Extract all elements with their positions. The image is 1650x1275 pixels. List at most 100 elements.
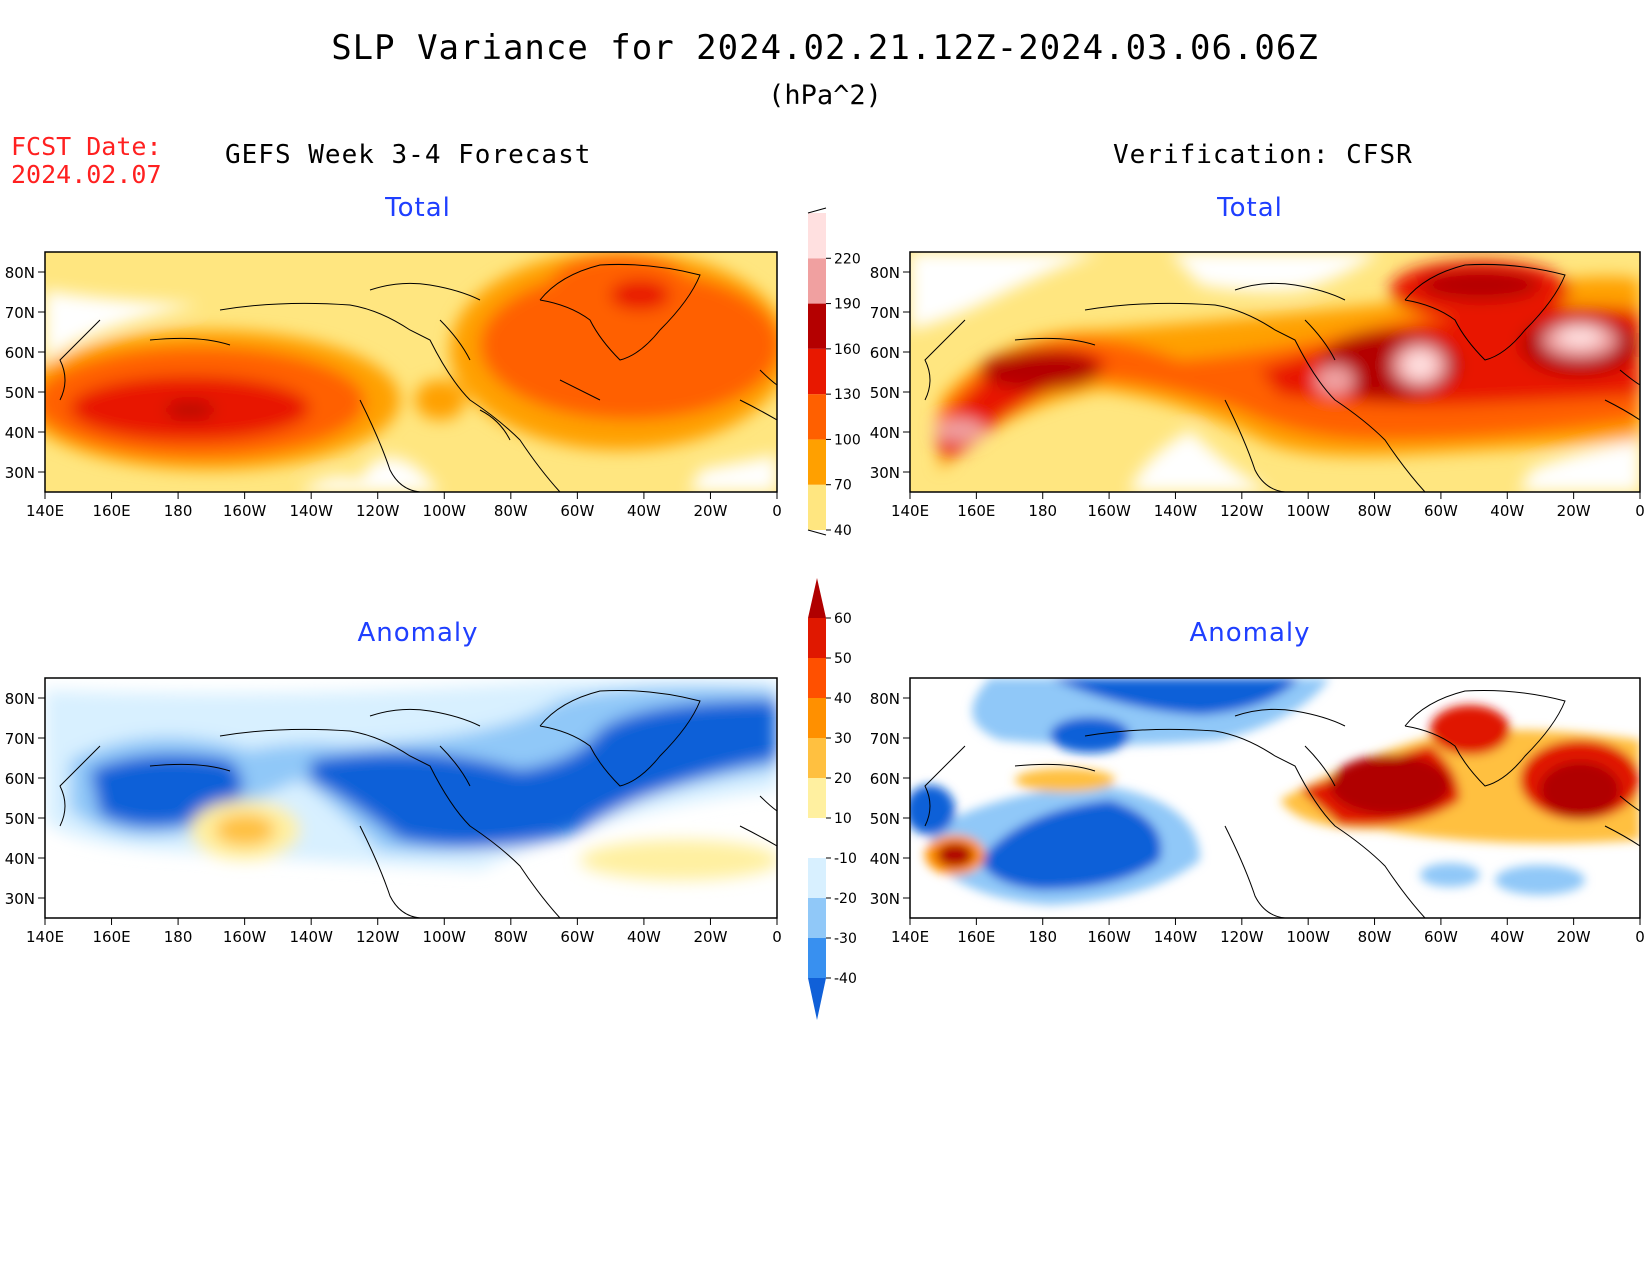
verification-total-subtitle: Total: [1217, 193, 1283, 223]
anomaly-colorbar-tick: -10: [834, 851, 857, 867]
lon-label: 40W: [1490, 928, 1524, 946]
lat-label: 30N: [870, 464, 900, 482]
lat-label: 40N: [5, 424, 35, 442]
lat-label: 30N: [870, 890, 900, 908]
lon-label: 140E: [26, 928, 64, 946]
total-colorbar: 40 70 100 130 160 190 220: [807, 207, 861, 539]
lon-label: 20W: [1557, 928, 1591, 946]
map-axes-2: 80N 70N 60N 50N 40N 30N 140E 160E 180 160W 140W 120…: [870, 264, 1645, 520]
anomaly-colorbar-swatch: [808, 818, 826, 858]
forecast-anomaly-subtitle: Anomaly: [357, 618, 479, 648]
lat-label: 50N: [870, 384, 900, 402]
lon-label: 160W: [1087, 502, 1131, 520]
lon-label: 20W: [693, 928, 727, 946]
lat-label: 70N: [5, 730, 35, 748]
lon-label: 140W: [1154, 928, 1198, 946]
anomaly-colorbar-swatch: [808, 898, 826, 938]
lat-label: 40N: [5, 850, 35, 868]
lon-label: 160E: [92, 502, 130, 520]
verification-anomaly-frame: [909, 677, 1641, 919]
lon-label: 100W: [1286, 502, 1330, 520]
lat-label: 70N: [870, 730, 900, 748]
total-colorbar-tick: 70: [834, 478, 852, 494]
lon-label: 40W: [627, 928, 661, 946]
lon-label: 40W: [1490, 502, 1524, 520]
anomaly-colorbar-swatch: [808, 858, 826, 898]
total-colorbar-tick: 40: [834, 523, 852, 539]
lon-label: 140E: [891, 928, 929, 946]
anomaly-colorbar: -40 -30 -20 -10 10 20 30 40 50 60: [808, 578, 857, 1020]
verification-total-frame: [909, 251, 1641, 493]
anomaly-colorbar-top-arrow: [808, 578, 826, 618]
lon-label: 160W: [1087, 928, 1131, 946]
anomaly-colorbar-tick: 10: [834, 811, 852, 827]
lon-label: 160E: [957, 928, 995, 946]
lon-label: 160E: [92, 928, 130, 946]
lat-label: 50N: [5, 384, 35, 402]
anomaly-colorbar-tick: -20: [834, 891, 857, 907]
verification-anomaly-map: [909, 677, 1641, 919]
lon-label: 60W: [1424, 928, 1458, 946]
lat-label: 70N: [870, 304, 900, 322]
fcst-date-label: FCST Date:: [11, 132, 162, 161]
lon-label: 160E: [957, 502, 995, 520]
forecast-anomaly-frame: [44, 677, 778, 919]
forecast-total-frame: [44, 251, 778, 493]
total-colorbar-swatch: [808, 484, 826, 530]
total-colorbar-swatch: [808, 258, 826, 304]
anomaly-colorbar-tick: -40: [834, 971, 857, 987]
total-colorbar-swatch: [808, 348, 826, 395]
total-colorbar-swatch: [808, 439, 826, 485]
anomaly-colorbar-swatch: [808, 618, 826, 658]
forecast-column-title: GEFS Week 3-4 Forecast: [225, 140, 592, 170]
lat-label: 80N: [870, 690, 900, 708]
total-colorbar-swatch: [808, 303, 826, 349]
lon-label: 140W: [289, 928, 333, 946]
lon-label: 140E: [26, 502, 64, 520]
anomaly-colorbar-swatch: [808, 658, 826, 698]
lon-label: 80W: [1358, 928, 1392, 946]
lat-label: 70N: [5, 304, 35, 322]
forecast-total-subtitle: Total: [385, 193, 451, 223]
forecast-anomaly-map: [44, 677, 778, 919]
total-colorbar-tick: 220: [834, 251, 861, 267]
lon-label: 100W: [423, 928, 467, 946]
lon-label: 100W: [1286, 928, 1330, 946]
anomaly-colorbar-tick: 60: [834, 611, 852, 627]
verification-total-coastlines: [924, 263, 1640, 492]
lon-label: 160W: [223, 502, 267, 520]
lon-label: 140W: [1154, 502, 1198, 520]
lon-label: 120W: [1220, 928, 1264, 946]
lon-label: 120W: [356, 928, 400, 946]
lat-label: 50N: [5, 810, 35, 828]
lat-label: 50N: [870, 810, 900, 828]
anomaly-colorbar-tick: 20: [834, 771, 852, 787]
lat-label: 80N: [5, 690, 35, 708]
lat-label: 60N: [5, 770, 35, 788]
lat-label: 80N: [870, 264, 900, 282]
lon-label: 60W: [1424, 502, 1458, 520]
anomaly-colorbar-swatch: [808, 738, 826, 778]
lon-label: 100W: [423, 502, 467, 520]
map-axes-1: 80N 70N 60N 50N 40N 30N 140E 160E 180 160W 140W 120…: [5, 264, 782, 520]
lon-label: 140W: [289, 502, 333, 520]
total-colorbar-tick: 160: [834, 342, 861, 358]
anomaly-colorbar-swatch: [808, 698, 826, 738]
verification-anomaly-subtitle: Anomaly: [1189, 618, 1311, 648]
lon-label: 120W: [356, 502, 400, 520]
lon-label: 0: [772, 502, 782, 520]
lon-label: 160W: [223, 928, 267, 946]
anomaly-colorbar-tick: 50: [834, 651, 852, 667]
anomaly-colorbar-bottom-arrow: [808, 978, 826, 1020]
lon-label: 0: [1635, 928, 1645, 946]
lon-label: 0: [772, 928, 782, 946]
fcst-date-value: 2024.02.07: [11, 160, 162, 189]
total-colorbar-swatch: [808, 394, 826, 440]
anomaly-colorbar-swatch: [808, 938, 826, 978]
total-colorbar-tick: 130: [834, 387, 861, 403]
figure-title: SLP Variance for 2024.02.21.12Z-2024.03.…: [331, 28, 1319, 68]
verification-total-map: [909, 251, 1641, 493]
anomaly-colorbar-tick: 40: [834, 691, 852, 707]
lon-label: 180: [164, 502, 193, 520]
